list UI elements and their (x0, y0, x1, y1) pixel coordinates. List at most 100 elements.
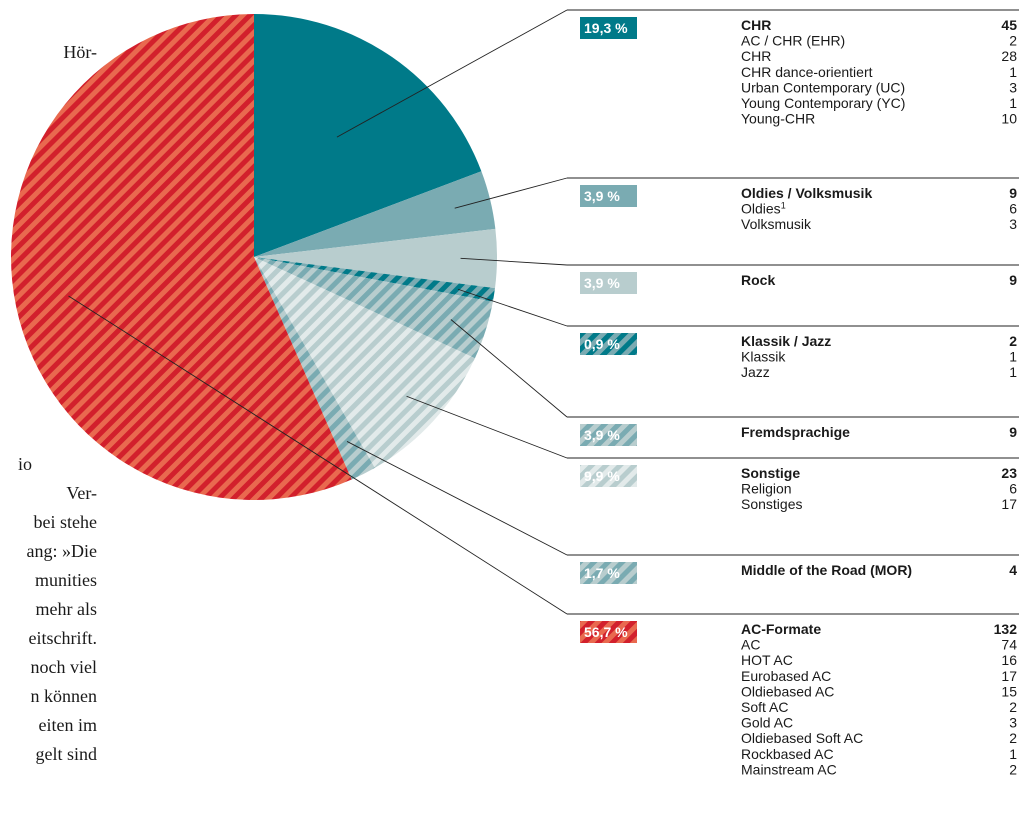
item-count: 3 (1009, 216, 1017, 232)
item-count: 74 (1001, 637, 1017, 653)
percent-label: 9,9 % (584, 468, 620, 484)
item-name: HOT AC (741, 652, 793, 668)
body-text-line: io (18, 454, 32, 474)
item-name: AC / CHR (EHR) (741, 33, 845, 49)
body-text-line: noch viel (31, 657, 97, 677)
item-name: Young Contemporary (YC) (741, 95, 905, 111)
item-name: Volksmusik (741, 216, 812, 232)
pie-slice (254, 257, 495, 302)
item-name-text: CHR (741, 48, 771, 64)
pie-slice (254, 14, 482, 257)
group-total: 4 (1009, 562, 1017, 578)
group-name: Middle of the Road (MOR) (741, 562, 912, 578)
group-name: Klassik / Jazz (741, 333, 831, 349)
percent-badge (580, 17, 637, 39)
item-count: 2 (1009, 730, 1017, 746)
pie-slice (254, 257, 375, 480)
leader-line (457, 288, 568, 327)
footnote-mark: 1 (781, 201, 786, 211)
pie-slice (254, 257, 493, 359)
item-name-text: CHR dance-orientiert (741, 64, 873, 80)
item-count: 16 (1001, 652, 1017, 668)
item-name-text: Volksmusik (741, 216, 812, 232)
percent-badge (580, 185, 637, 207)
item-count: 2 (1009, 761, 1017, 777)
item-name-text: Gold AC (741, 715, 793, 731)
group-name: Sonstige (741, 465, 800, 481)
percent-label: 0,9 % (584, 336, 620, 352)
item-name-text: Mainstream AC (741, 761, 837, 777)
item-count: 6 (1009, 201, 1017, 217)
item-name: Urban Contemporary (UC) (741, 79, 905, 95)
item-name: Eurobased AC (741, 668, 831, 684)
item-name: Oldies1 (741, 201, 786, 217)
item-name: Soft AC (741, 699, 788, 715)
item-name: CHR (741, 48, 771, 64)
item-name: Young-CHR (741, 111, 815, 127)
item-count: 1 (1009, 746, 1017, 762)
item-count: 1 (1009, 95, 1017, 111)
item-name: Rockbased AC (741, 746, 834, 762)
item-count: 1 (1009, 364, 1017, 380)
item-count: 15 (1001, 683, 1017, 699)
body-text-line: bei stehe (34, 512, 97, 532)
item-name-text: Urban Contemporary (UC) (741, 79, 905, 95)
item-count: 2 (1009, 33, 1017, 49)
item-name-text: AC (741, 637, 760, 653)
item-name-text: Jazz (741, 364, 770, 380)
body-text-line: Ver- (66, 483, 97, 503)
item-name-text: Klassik (741, 349, 786, 365)
body-text-line: gelt sind (36, 744, 98, 764)
item-name-text: Sonstiges (741, 496, 802, 512)
leader-line (454, 177, 568, 209)
percent-label: 3,9 % (584, 188, 620, 204)
body-text-line: munities (35, 570, 97, 590)
item-count: 17 (1001, 496, 1017, 512)
percent-badge (580, 272, 637, 294)
group-total: 2 (1009, 333, 1017, 349)
group-total: 45 (1001, 17, 1017, 33)
body-text-line: n können (31, 686, 98, 706)
item-name: Mainstream AC (741, 761, 837, 777)
percent-badge (580, 621, 637, 643)
group-name: AC-Formate (741, 621, 821, 637)
pie-slice (10, 14, 352, 500)
percent-label: 56,7 % (584, 624, 628, 640)
item-name: AC (741, 637, 760, 653)
item-name-text: Rockbased AC (741, 746, 834, 762)
item-name: Klassik (741, 349, 786, 365)
item-name: CHR dance-orientiert (741, 64, 873, 80)
item-name-text: Eurobased AC (741, 668, 831, 684)
item-name: Oldiebased AC (741, 683, 834, 699)
item-name-text: Oldiebased AC (741, 683, 834, 699)
body-text-line: mehr als (36, 599, 97, 619)
group-total: 9 (1009, 272, 1017, 288)
item-name-text: Soft AC (741, 699, 788, 715)
leader-line (336, 9, 568, 138)
item-count: 28 (1001, 48, 1017, 64)
item-count: 1 (1009, 349, 1017, 365)
percent-badge (580, 424, 637, 446)
item-count: 1 (1009, 64, 1017, 80)
item-name-text: HOT AC (741, 652, 793, 668)
leader-line (406, 395, 568, 459)
item-name: Gold AC (741, 715, 793, 731)
item-count: 17 (1001, 668, 1017, 684)
percent-label: 3,9 % (584, 275, 620, 291)
group-total: 9 (1009, 185, 1017, 201)
item-name: Religion (741, 481, 792, 497)
item-name: Oldiebased Soft AC (741, 730, 863, 746)
item-name: Jazz (741, 364, 770, 380)
item-count: 10 (1001, 111, 1017, 127)
pie-slice (254, 228, 497, 289)
pie-slice (254, 171, 496, 257)
group-name: Oldies / Volksmusik (741, 185, 872, 201)
leader-line (346, 441, 568, 556)
group-total: 23 (1001, 465, 1017, 481)
item-name-text: AC / CHR (EHR) (741, 33, 845, 49)
group-total: 132 (994, 621, 1018, 637)
body-text-line: Hör- (63, 42, 97, 62)
item-count: 6 (1009, 481, 1017, 497)
